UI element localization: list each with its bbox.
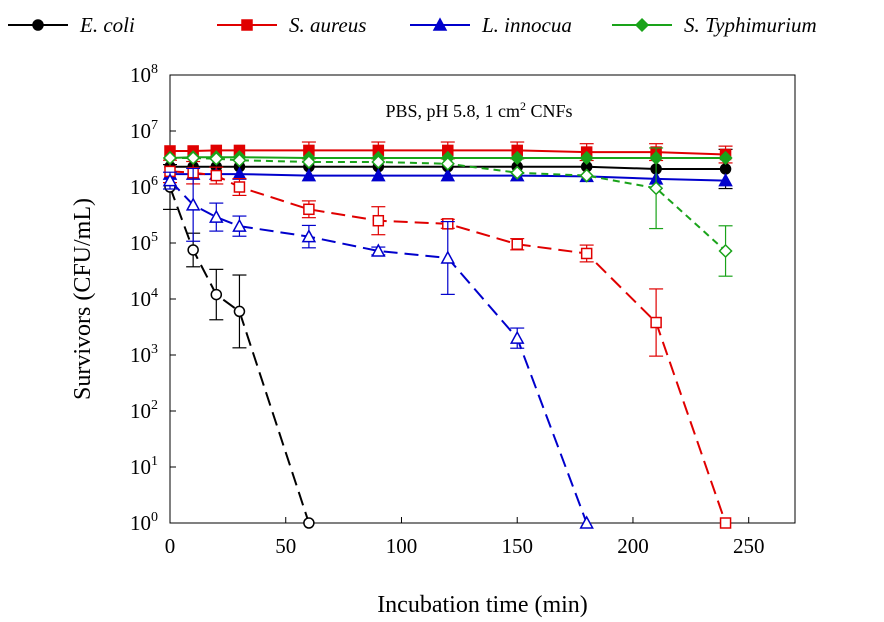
x-tick-label: 250 [733, 534, 765, 558]
data-point [580, 247, 593, 260]
data-point [440, 250, 456, 264]
data-point [718, 173, 733, 187]
data-point [209, 209, 224, 223]
series-layer [162, 141, 733, 529]
data-point [210, 169, 223, 182]
data-point [186, 150, 201, 166]
data-point [719, 517, 732, 529]
x-tick-label: 150 [501, 534, 533, 558]
legend-item: S. Typhimurium [612, 13, 817, 37]
legend-marker [241, 19, 253, 31]
x-axis-title: Incubation time (min) [377, 592, 588, 618]
data-point [185, 197, 201, 211]
y-tick-label: 106 [130, 174, 158, 199]
legend-label: S. aureus [289, 13, 366, 37]
data-point [372, 214, 385, 227]
data-point [509, 330, 525, 344]
legend-label: L. innocua [481, 13, 572, 37]
data-point [510, 165, 525, 180]
data-point [371, 168, 386, 182]
data-point [162, 150, 178, 166]
data-point [371, 154, 386, 170]
legend-item: L. innocua [410, 13, 572, 37]
data-point [440, 168, 456, 182]
data-point [579, 168, 594, 183]
y-axis-title: Survivors (CFU/mL) [70, 198, 96, 400]
y-tick-label: 100 [130, 510, 158, 535]
data-point [579, 515, 594, 529]
legend-label: E. coli [79, 13, 135, 37]
x-tick-label: 200 [617, 534, 649, 558]
y-tick-label: 102 [130, 398, 158, 423]
data-point [511, 238, 523, 250]
y-tick-label: 108 [130, 62, 158, 87]
legend-marker [634, 17, 650, 33]
legend-marker [32, 19, 44, 31]
data-point [719, 163, 732, 175]
series-5-treated [163, 159, 732, 529]
y-tick-label: 103 [130, 342, 158, 367]
series-line [169, 186, 310, 524]
y-tick-label: 105 [130, 230, 158, 255]
chart-annotation: PBS, pH 5.8, 1 cm2 CNFs [385, 99, 572, 121]
data-point [579, 150, 594, 166]
series-6-treated [162, 167, 594, 529]
data-point [162, 173, 178, 187]
y-axis: 100 101 102 103 104 105 106 107 108 [130, 62, 176, 535]
data-point [210, 288, 223, 301]
series-7-treated [162, 147, 733, 277]
data-point [718, 243, 733, 259]
data-point [232, 218, 247, 232]
data-point [187, 244, 199, 256]
data-point [301, 154, 316, 170]
y-tick-label: 101 [130, 454, 158, 479]
data-point [303, 203, 315, 216]
legend-item: S. aureus [217, 13, 366, 37]
y-tick-label: 107 [130, 118, 158, 143]
x-tick-label: 100 [386, 534, 418, 558]
data-point [233, 181, 246, 193]
data-point [301, 168, 317, 182]
x-tick-label: 0 [165, 534, 176, 558]
data-point [649, 181, 664, 196]
data-point [371, 243, 386, 257]
legend-marker [432, 17, 448, 31]
y-tick-label: 104 [130, 286, 158, 311]
series-4-treated [163, 164, 315, 529]
data-point [303, 517, 315, 529]
x-tick-label: 50 [275, 534, 296, 558]
data-point [510, 150, 525, 166]
data-point [233, 305, 246, 318]
legend: E. coli S. aureus L. innocua S. Typhimurium [8, 13, 817, 37]
x-axis: 0 50 100 150 200 250 [165, 517, 765, 558]
data-point [718, 150, 733, 166]
data-point [440, 156, 455, 171]
data-point [232, 153, 247, 168]
data-point [209, 151, 224, 166]
legend-item: E. coli [8, 13, 135, 37]
data-point [301, 229, 317, 243]
data-point [650, 316, 662, 329]
legend-label: S. Typhimurium [684, 13, 817, 37]
